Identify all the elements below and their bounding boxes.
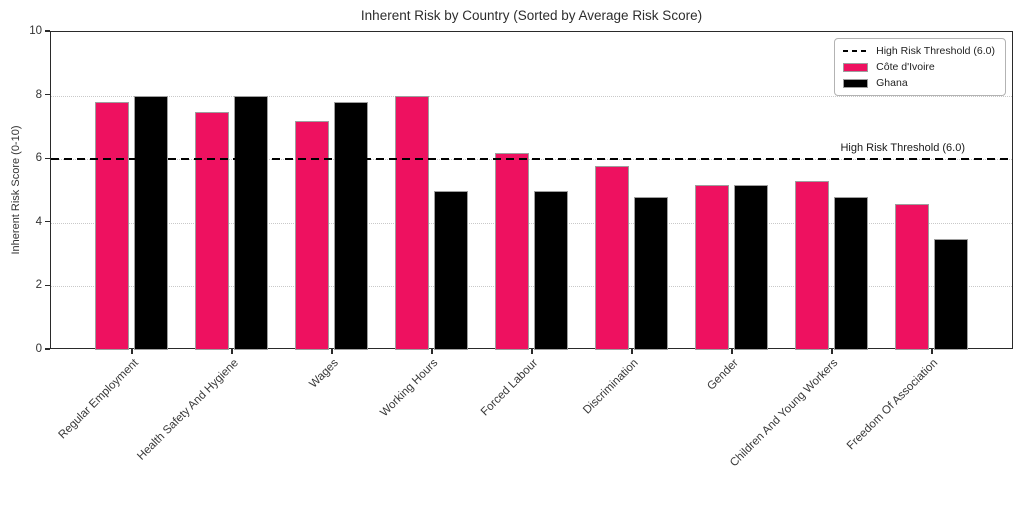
- bar: [295, 121, 329, 350]
- x-tick-mark: [131, 349, 133, 354]
- gridline: [51, 286, 1012, 288]
- bar: [934, 238, 968, 350]
- x-tick-mark: [231, 349, 233, 354]
- x-tick-label: Wages: [306, 357, 341, 391]
- x-tick-label: Working Hours: [378, 357, 441, 420]
- legend-label-cote-divoire: Côte d'Ivoire: [876, 61, 935, 73]
- plot-area: High Risk Threshold (6.0) High Risk Thre…: [50, 31, 1013, 350]
- y-axis-label: Inherent Risk Score (0-10): [10, 125, 22, 255]
- x-tick-label: Gender: [704, 357, 741, 393]
- bar: [134, 95, 168, 350]
- bar: [334, 101, 368, 350]
- y-tick-label: 6: [35, 152, 42, 165]
- bar: [495, 152, 529, 350]
- x-tick-mark: [931, 349, 933, 354]
- bar: [534, 191, 568, 350]
- x-tick-mark: [731, 349, 733, 354]
- bar: [95, 101, 129, 350]
- y-tick-label: 10: [29, 25, 42, 37]
- y-tick-mark: [45, 157, 50, 159]
- y-tick-mark: [45, 30, 50, 32]
- x-tick-label: Children And Young Workers: [728, 357, 841, 470]
- legend-item-threshold: High Risk Threshold (6.0): [843, 45, 995, 57]
- x-tick-mark: [631, 349, 633, 354]
- x-tick-label: Forced Labour: [479, 357, 541, 419]
- y-tick-label: 0: [35, 343, 42, 355]
- chart-title: Inherent Risk by Country (Sorted by Aver…: [360, 8, 703, 23]
- y-tick-label: 2: [35, 279, 42, 292]
- x-tick-label: Discrimination: [580, 357, 641, 417]
- x-tick-label: Freedom Of Association: [845, 357, 941, 453]
- y-tick-mark: [45, 348, 50, 350]
- bar: [695, 184, 729, 350]
- bar: [634, 197, 668, 350]
- dashed-line-swatch-icon: [843, 50, 869, 52]
- legend-label-threshold: High Risk Threshold (6.0): [876, 45, 995, 57]
- y-tick-label: 8: [35, 88, 42, 101]
- gridline: [51, 222, 1012, 224]
- gridline: [51, 95, 1012, 97]
- x-tick-label: Regular Employment: [56, 357, 141, 442]
- legend-label-ghana: Ghana: [876, 77, 908, 89]
- y-tick-mark: [45, 93, 50, 96]
- bar: [195, 111, 229, 350]
- threshold-annotation: High Risk Threshold (6.0): [840, 142, 965, 155]
- bar: [595, 165, 629, 350]
- threshold-line: [51, 158, 1012, 161]
- x-tick-mark: [831, 349, 833, 354]
- y-tick-label: 4: [35, 215, 42, 228]
- bar: [895, 203, 929, 350]
- bar: [234, 95, 268, 350]
- x-tick-mark: [431, 349, 433, 354]
- x-tick-mark: [331, 349, 333, 354]
- legend-item-cote-divoire: Côte d'Ivoire: [843, 61, 995, 73]
- bar: [734, 184, 768, 350]
- pink-swatch-icon: [843, 62, 869, 72]
- black-swatch-icon: [843, 78, 869, 88]
- bar: [795, 181, 829, 350]
- y-tick-mark: [45, 221, 50, 223]
- legend-item-ghana: Ghana: [843, 77, 995, 89]
- x-tick-mark: [531, 349, 533, 354]
- legend: High Risk Threshold (6.0) Côte d'Ivoire …: [834, 38, 1006, 96]
- x-tick-label: Health Safety And Hygiene: [134, 357, 241, 463]
- bar: [434, 191, 468, 350]
- bar: [834, 197, 868, 350]
- y-tick-mark: [45, 284, 50, 287]
- bar: [395, 95, 429, 350]
